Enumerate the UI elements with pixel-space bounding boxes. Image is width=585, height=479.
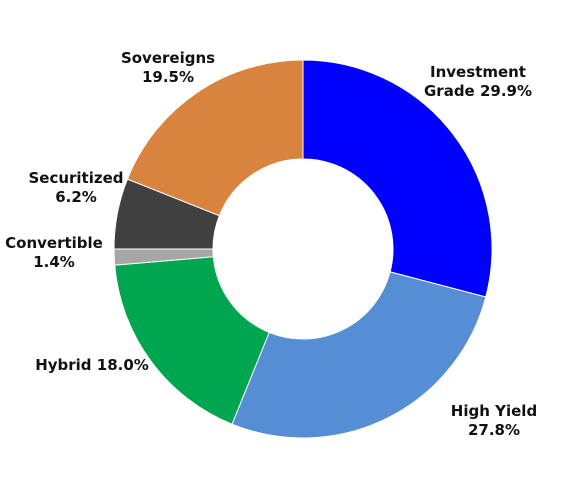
label-line: Investment [430, 63, 526, 81]
donut-slices [113, 59, 493, 439]
label-sovereigns: Sovereigns 19.5% [121, 49, 215, 86]
label-securitized: Securitized 6.2% [28, 169, 123, 206]
label-line: Grade 29.9% [424, 82, 532, 100]
label-line: High Yield [451, 402, 537, 420]
label-line: 27.8% [468, 421, 520, 439]
slice-hybrid [114, 256, 270, 425]
slice-investment-grade [302, 59, 493, 298]
label-line: 6.2% [55, 188, 97, 206]
label-line: Sovereigns [121, 49, 215, 67]
label-investment-grade: Investment Grade 29.9% [424, 63, 532, 100]
label-hybrid: Hybrid 18.0% [35, 356, 149, 374]
label-convertible: Convertible 1.4% [5, 234, 103, 271]
slice-labels: Investment Grade 29.9% High Yield 27.8% Hybr… [5, 49, 537, 439]
label-line: Convertible [5, 234, 103, 252]
label-line: 1.4% [33, 253, 75, 271]
slice-high-yield [231, 271, 487, 439]
label-line: Hybrid 18.0% [35, 356, 149, 374]
label-line: 19.5% [142, 68, 194, 86]
label-line: Securitized [28, 169, 123, 187]
slice-sovereigns [126, 59, 304, 217]
label-high-yield: High Yield 27.8% [451, 402, 537, 439]
